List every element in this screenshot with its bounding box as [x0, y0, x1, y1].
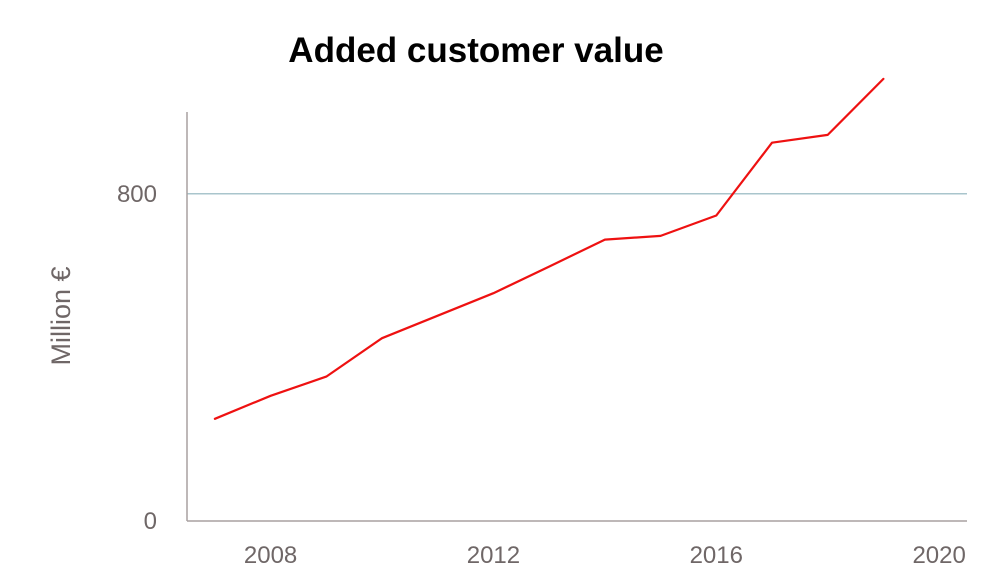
x-tick-label: 2012: [467, 542, 520, 569]
chart-title: Added customer value: [288, 31, 663, 70]
y-tick-label: 800: [117, 181, 157, 208]
series-line: [213, 77, 885, 420]
y-tick-labels: 0 800: [117, 181, 157, 535]
x-tick-label: 2016: [690, 542, 743, 569]
y-axis-label: Million €: [46, 266, 76, 365]
axes: [186, 112, 967, 522]
series-lines: [213, 77, 885, 420]
x-tick-labels: 2008 2012 2016 2020: [244, 542, 966, 569]
x-tick-label: 2008: [244, 542, 297, 569]
x-tick-label: 2020: [912, 542, 965, 569]
y-tick-label: 0: [144, 508, 157, 535]
